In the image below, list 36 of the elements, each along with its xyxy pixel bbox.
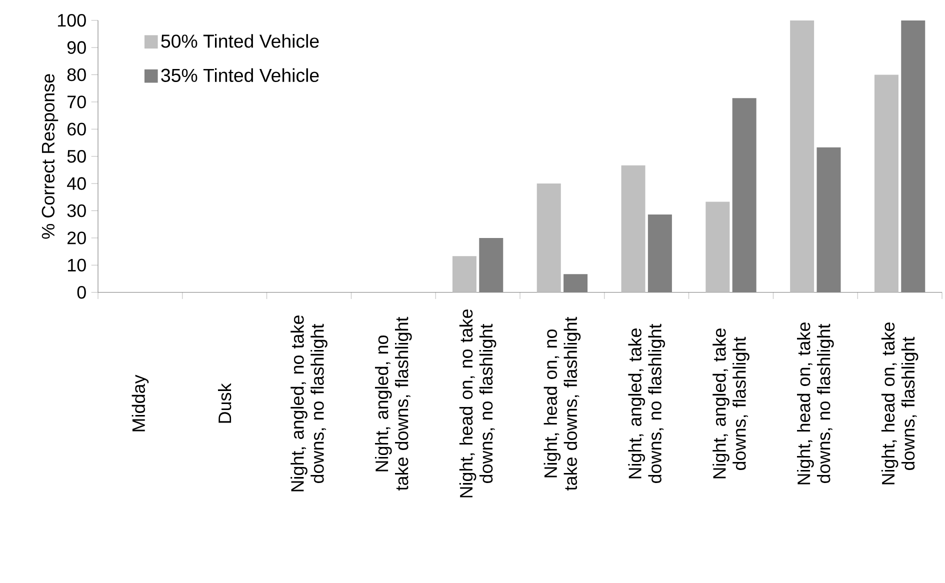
x-tick-label: Night, angled, no take downs, no flashlight — [290, 315, 328, 492]
y-tick-label: 40 — [67, 177, 86, 190]
y-tick-label: 60 — [68, 122, 86, 136]
y-tick-label: 50 — [67, 150, 86, 163]
bar — [790, 20, 814, 292]
bar — [706, 202, 730, 292]
x-tick-label: Night, angled, take downs, flashlight — [712, 328, 750, 478]
x-tick-label: Night, angled, take downs, no flashlight — [628, 324, 665, 484]
bar — [732, 98, 756, 292]
y-tick-label: 0 — [77, 286, 86, 299]
bar — [479, 238, 504, 292]
bar — [536, 184, 561, 292]
x-tick-label: Night, head on, take downs, flashlight — [881, 322, 918, 484]
x-tick-label: Night, head on, no take downs, no flashlight — [459, 309, 496, 498]
x-tick-label: Night, head on, no take downs, flashlight — [544, 316, 581, 490]
bar — [452, 256, 476, 292]
bar — [874, 74, 898, 292]
legend-label: 50% Tinted Vehicle — [161, 34, 319, 48]
y-tick-label: 30 — [67, 204, 86, 218]
y-tick-label: 10 — [68, 258, 86, 272]
y-tick-label: 90 — [67, 41, 86, 54]
x-tick-label: Night, angled, no take downs, flashlight — [375, 316, 412, 490]
legend-label: 35% Tinted Vehicle — [161, 68, 319, 82]
x-tick-label: Dusk — [218, 383, 232, 423]
x-tick-label: Midday — [132, 374, 149, 432]
bar — [901, 20, 926, 292]
y-tick-label: 100 — [58, 14, 86, 27]
y-tick-label: 70 — [68, 96, 86, 108]
bar — [648, 214, 672, 292]
y-tick-label: 80 — [67, 68, 86, 82]
bar — [564, 274, 588, 292]
bar — [816, 147, 841, 292]
x-tick-label: Night, head on, take downs, no flashlight — [797, 322, 834, 484]
y-axis-title: % Correct Response — [42, 74, 58, 239]
y-tick-label: 20 — [68, 232, 86, 244]
bar — [621, 165, 646, 292]
